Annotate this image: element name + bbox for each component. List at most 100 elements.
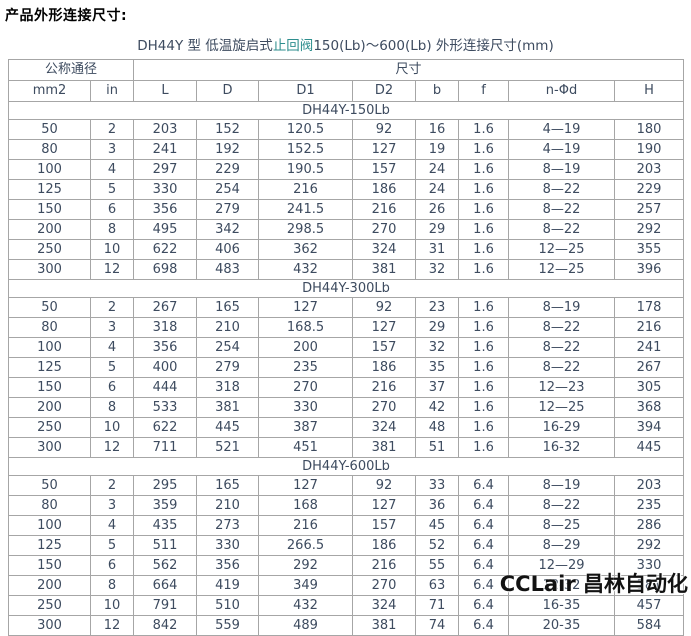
- table-cell: 55: [415, 555, 460, 576]
- table-cell: 270: [352, 219, 417, 240]
- table-row: 250 10 622 406 362 324 31 1.6 12—25 355: [8, 239, 685, 260]
- table-cell: 229: [196, 159, 260, 180]
- table-caption: DH44Y 型 低温旋启式止回阀150(Lb)～600(Lb) 外形连接尺寸(m…: [0, 34, 691, 54]
- column-header: H: [614, 80, 685, 102]
- table-cell: 192: [196, 139, 260, 160]
- table-cell: 203: [614, 159, 685, 180]
- table-cell: 292: [614, 535, 685, 556]
- table-cell: 559: [196, 615, 260, 636]
- section-header-row: DH44Y-300Lb: [7, 279, 685, 298]
- table-cell: 533: [133, 397, 198, 418]
- column-header: mm2: [8, 80, 91, 102]
- table-cell: 36: [415, 495, 460, 516]
- table-cell: 180: [614, 119, 685, 140]
- table-cell: 10: [89, 239, 135, 260]
- table-cell: 1.6: [458, 417, 510, 438]
- table-row: 150 6 562 356 292 216 55 6.4 12—29 330: [8, 555, 685, 576]
- table-cell: 2: [89, 119, 135, 140]
- section-header-label: DH44Y-300Lb: [7, 279, 685, 298]
- table-cell: 80: [8, 495, 91, 516]
- table-cell: 324: [352, 595, 417, 616]
- table-cell: 12: [89, 259, 135, 280]
- table-cell: 330: [133, 179, 198, 200]
- table-cell: 279: [196, 199, 260, 220]
- table-cell: 250: [8, 595, 91, 616]
- table-cell: 1.6: [458, 317, 510, 338]
- table-row: 125 5 511 330 266.5 186 52 6.4 8—29 292: [8, 535, 685, 556]
- table-cell: 250: [8, 239, 91, 260]
- table-cell: 270: [352, 397, 417, 418]
- table-cell: 622: [133, 239, 198, 260]
- table-row: 80 3 318 210 168.5 127 29 1.6 8—22 216: [8, 317, 685, 338]
- table-cell: 324: [352, 417, 417, 438]
- table-cell: 216: [258, 179, 354, 200]
- table-row: 300 12 698 483 432 381 32 1.6 12—25 396: [8, 259, 685, 280]
- table-cell: 235: [258, 357, 354, 378]
- column-header: D1: [258, 80, 354, 102]
- table-cell: 3: [89, 495, 135, 516]
- table-cell: 300: [8, 615, 91, 636]
- table-cell: 241: [133, 139, 198, 160]
- table-cell: 8—22: [508, 219, 616, 240]
- table-row: 100 4 435 273 216 157 45 6.4 8—25 286: [8, 515, 685, 536]
- table-cell: 100: [8, 159, 91, 180]
- table-cell: 12—29: [508, 555, 616, 576]
- table-cell: 711: [133, 437, 198, 458]
- table-cell: 8: [89, 397, 135, 418]
- table-cell: 92: [352, 119, 417, 140]
- table-cell: 6.4: [458, 555, 510, 576]
- table-cell: 1.6: [458, 259, 510, 280]
- table-cell: 12—25: [508, 259, 616, 280]
- table-cell: 42: [415, 397, 460, 418]
- table-cell: 127: [352, 317, 417, 338]
- table-cell: 5: [89, 535, 135, 556]
- table-cell: 8—19: [508, 475, 616, 496]
- table-row: 50 2 295 165 127 92 33 6.4 8—19 203: [8, 475, 685, 496]
- table-cell: 698: [133, 259, 198, 280]
- table-cell: 664: [133, 575, 198, 596]
- table-cell: 394: [614, 417, 685, 438]
- table-cell: 250: [8, 417, 91, 438]
- table-row: 125 5 330 254 216 186 24 1.6 8—22 229: [8, 179, 685, 200]
- table-cell: 32: [415, 259, 460, 280]
- table-cell: 1.6: [458, 239, 510, 260]
- table-cell: 150: [8, 377, 91, 398]
- table-cell: 50: [8, 119, 91, 140]
- table-cell: 186: [352, 357, 417, 378]
- table-row: 250 10 791 510 432 324 71 6.4 16-35 457: [8, 595, 685, 616]
- table-cell: 292: [614, 219, 685, 240]
- table-cell: 29: [415, 317, 460, 338]
- table-cell: 168: [258, 495, 354, 516]
- table-cell: 1.6: [458, 397, 510, 418]
- table-cell: 190: [614, 139, 685, 160]
- table-cell: 432: [258, 595, 354, 616]
- table-cell: 356: [133, 337, 198, 358]
- table-row: 50 2 267 165 127 92 23 1.6 8—19 178: [8, 297, 685, 318]
- table-cell: 359: [133, 495, 198, 516]
- table-cell: 12: [89, 437, 135, 458]
- table-cell: 29: [415, 219, 460, 240]
- table-cell: 92: [352, 475, 417, 496]
- table-cell: 266.5: [258, 535, 354, 556]
- table-cell: 6.4: [458, 615, 510, 636]
- table-cell: 37: [415, 377, 460, 398]
- table-cell: 16-32: [508, 437, 616, 458]
- table-cell: 32: [415, 337, 460, 358]
- table-cell: 125: [8, 357, 91, 378]
- table-row: 200 8 533 381 330 270 42 1.6 12—25 368: [8, 397, 685, 418]
- table-cell: 6.4: [458, 575, 510, 596]
- table-cell: 23: [415, 297, 460, 318]
- table-cell: 1.6: [458, 199, 510, 220]
- table-cell: 35: [415, 357, 460, 378]
- table-cell: 324: [352, 239, 417, 260]
- check-valve-link[interactable]: 止回阀: [272, 38, 314, 54]
- table-cell: 16-29: [508, 417, 616, 438]
- table-cell: 435: [133, 515, 198, 536]
- table-cell: 8—25: [508, 515, 616, 536]
- table-cell: 8—22: [508, 495, 616, 516]
- section-header-row: DH44Y-600Lb: [7, 457, 685, 476]
- table-cell: 168.5: [258, 317, 354, 338]
- table-cell: 229: [614, 179, 685, 200]
- table-cell: 381: [352, 437, 417, 458]
- table-cell: 50: [8, 297, 91, 318]
